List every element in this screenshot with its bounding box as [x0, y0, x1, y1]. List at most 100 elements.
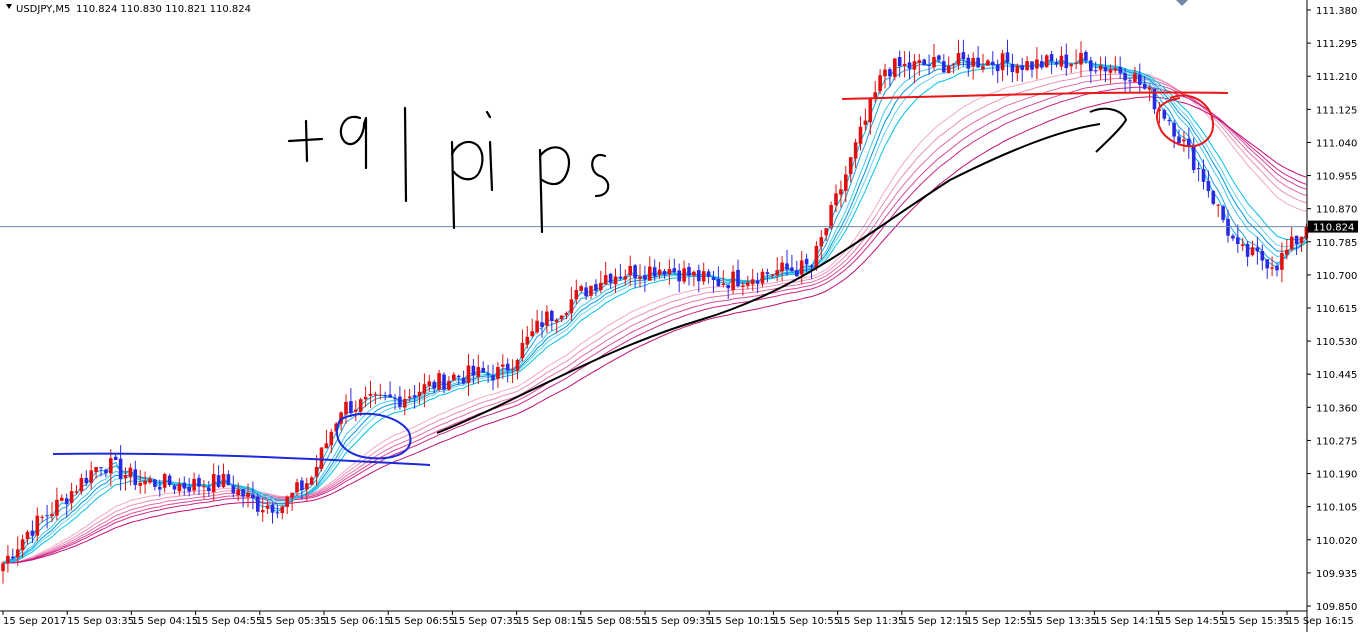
bearish-candle: [1206, 181, 1211, 192]
bearish-candle: [1054, 62, 1059, 65]
bullish-candle: [648, 266, 652, 281]
bullish-candle: [638, 276, 642, 279]
bearish-candle: [1138, 74, 1142, 85]
bullish-candle: [15, 549, 20, 558]
bullish-candle: [1285, 249, 1289, 255]
bearish-candle: [795, 270, 799, 277]
bearish-candle: [736, 269, 740, 287]
bearish-candle: [1275, 265, 1279, 271]
bullish-candle: [559, 315, 564, 320]
trend-arrow: [436, 123, 1101, 434]
bearish-candle: [226, 474, 231, 486]
bullish-candle: [422, 384, 427, 394]
bullish-candle: [1069, 64, 1073, 67]
bullish-candle: [368, 393, 373, 396]
bullish-candle: [501, 364, 505, 367]
bearish-candle: [608, 273, 613, 283]
time-tick-label: 15 Sep 14:55: [1159, 616, 1226, 627]
price-tick-label: 109.850: [1316, 602, 1357, 613]
bullish-candle: [496, 366, 500, 379]
bearish-candle: [1020, 65, 1024, 70]
time-tick-label: 15 Sep 06:55: [388, 616, 455, 627]
price-axis[interactable]: 111.380 111.295 111.210 111.125 111.040 110.9…: [1307, 6, 1357, 613]
bullish-candle: [554, 319, 559, 323]
bullish-candle: [545, 311, 549, 326]
bearish-candle: [540, 322, 544, 327]
bullish-candle: [760, 271, 765, 284]
bullish-candle: [799, 260, 804, 275]
arrow-head: [1089, 107, 1128, 153]
bullish-candle: [1108, 69, 1113, 73]
bullish-candle: [476, 366, 481, 377]
bearish-candle: [652, 267, 657, 277]
bearish-candle: [64, 498, 69, 505]
bullish-candle: [314, 466, 319, 477]
bullish-candle: [623, 276, 628, 280]
bearish-candle: [706, 271, 711, 277]
bullish-candle: [177, 483, 182, 492]
bullish-candle: [579, 286, 583, 291]
bullish-candle: [902, 63, 907, 66]
bearish-candle: [633, 265, 637, 279]
bearish-candle: [1177, 136, 1181, 144]
bearish-candle: [1162, 110, 1167, 119]
bullish-candle: [319, 447, 324, 469]
price-tick-label: 110.190: [1316, 470, 1357, 481]
bullish-candle: [628, 265, 632, 276]
price-tick-label: 110.530: [1316, 337, 1357, 348]
bearish-candle: [45, 515, 49, 517]
bullish-candle: [848, 157, 853, 175]
bearish-candle: [697, 270, 701, 282]
time-tick-label: 15 Sep 07:35: [452, 616, 519, 627]
bullish-candle: [25, 531, 30, 540]
bearish-candle: [1187, 138, 1191, 146]
bullish-candle: [452, 374, 456, 381]
bullish-candle: [6, 555, 10, 563]
bullish-candle: [55, 499, 59, 516]
bullish-candle: [525, 336, 530, 345]
bearish-candle: [809, 265, 814, 268]
bearish-candle: [99, 467, 103, 469]
bearish-candle: [486, 373, 490, 375]
time-tick-label: 15 Sep 12:55: [966, 616, 1033, 627]
price-tick-label: 110.105: [1316, 503, 1357, 514]
price-tick-label: 111.295: [1316, 39, 1357, 50]
bullish-candle: [569, 299, 574, 314]
bearish-candle: [1226, 218, 1230, 236]
bullish-candle: [912, 61, 917, 70]
bearish-candle: [133, 469, 138, 485]
bullish-candle: [305, 483, 309, 490]
price-tick-label: 111.040: [1316, 138, 1357, 149]
bullish-candle: [403, 399, 407, 408]
bullish-candle: [427, 381, 432, 386]
bearish-candle: [1103, 67, 1108, 72]
bullish-candle: [599, 282, 603, 291]
bullish-candle: [746, 282, 750, 286]
price-tick-label: 110.275: [1316, 436, 1357, 447]
bullish-candle: [236, 489, 240, 496]
bearish-candle: [84, 477, 89, 484]
bearish-candle: [481, 367, 485, 373]
bullish-candle: [221, 473, 226, 488]
price-tick-label: 110.360: [1316, 403, 1357, 414]
dropdown-triangle-icon: [6, 4, 12, 9]
bullish-candle: [1079, 52, 1083, 65]
bullish-candle: [701, 271, 706, 282]
bearish-candle: [216, 475, 221, 487]
price-tick-label: 110.615: [1316, 304, 1357, 315]
bullish-candle: [510, 368, 515, 370]
bullish-candle: [824, 228, 828, 236]
bullish-candle: [162, 474, 167, 488]
time-tick-label: 15 Sep 09:35: [645, 616, 712, 627]
time-tick-label: 15 Sep 06:15: [324, 616, 391, 627]
bullish-candle: [613, 276, 618, 285]
bullish-candle: [564, 312, 569, 315]
bearish-candle: [1152, 88, 1157, 110]
bullish-candle: [192, 478, 196, 491]
bullish-candle: [354, 409, 358, 412]
bullish-candle: [123, 475, 128, 479]
price-tick-label: 110.445: [1316, 370, 1357, 381]
